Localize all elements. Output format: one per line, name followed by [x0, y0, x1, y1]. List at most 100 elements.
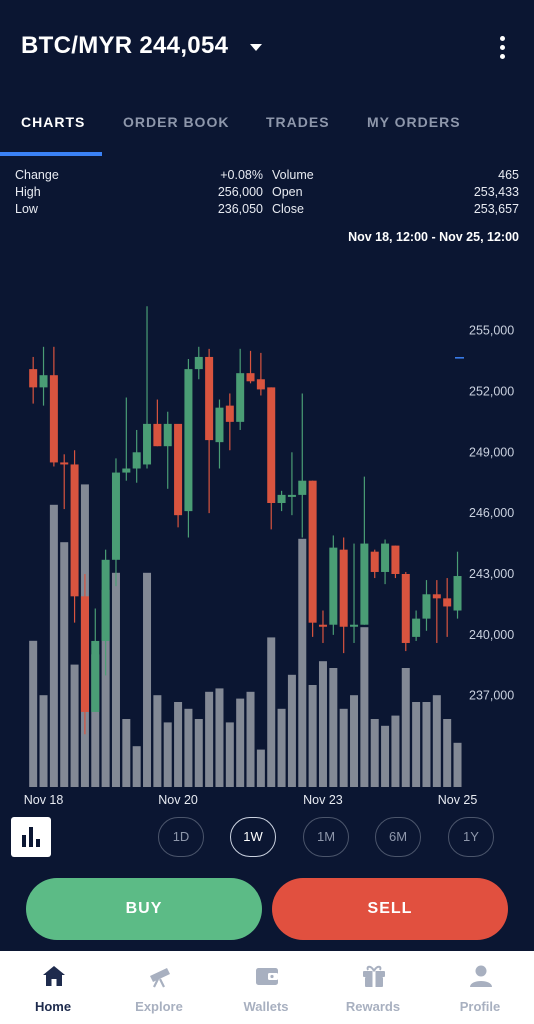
- tab-my-orders[interactable]: MY ORDERS: [367, 114, 461, 130]
- y-axis-tick-label: 243,000: [469, 567, 514, 581]
- y-axis-tick-label: 240,000: [469, 628, 514, 642]
- candle-body: [70, 464, 79, 597]
- nav-rewards[interactable]: Rewards: [320, 951, 426, 1024]
- active-tab-indicator: [0, 152, 102, 156]
- candle-body: [91, 640, 100, 712]
- nav-profile-label: Profile: [459, 999, 501, 1014]
- y-axis-tick-label: 249,000: [469, 445, 514, 459]
- volume-bar: [91, 654, 100, 787]
- volume-bar: [350, 695, 359, 787]
- tab-charts[interactable]: CHARTS: [21, 114, 86, 130]
- price-chart[interactable]: 255,000 252,000 249,000 246,000 243,000 240,0…: [0, 290, 534, 815]
- nav-explore-label: Explore: [135, 999, 183, 1014]
- candle-body: [143, 423, 152, 465]
- timeframe-1w[interactable]: 1W: [230, 817, 276, 857]
- volume-bar: [163, 722, 172, 787]
- chart-date-range: Nov 18, 12:00 - Nov 25, 12:00: [348, 230, 519, 244]
- y-axis-tick-label: 255,000: [469, 324, 514, 338]
- tab-order-book[interactable]: ORDER BOOK: [123, 114, 230, 130]
- candle-body: [412, 618, 421, 637]
- volume-bar: [432, 695, 441, 787]
- nav-wallets-label: Wallets: [243, 999, 289, 1014]
- candle-body: [153, 423, 162, 447]
- volume-bar: [381, 725, 390, 787]
- nav-rewards-label: Rewards: [345, 999, 401, 1014]
- high-label: High: [15, 185, 41, 199]
- profile-icon: [470, 965, 492, 987]
- candle-body: [39, 375, 48, 388]
- open-value: 253,433: [473, 185, 519, 199]
- y-axis-tick-label: 237,000: [469, 689, 514, 703]
- change-value: +0.08%: [220, 168, 263, 182]
- volume-bar: [256, 749, 265, 787]
- volume-bar: [225, 722, 234, 787]
- volume-bar: [443, 719, 452, 787]
- candle-body: [370, 551, 379, 572]
- candle-body: [101, 559, 110, 641]
- gift-icon: [363, 965, 385, 987]
- candle-body: [339, 549, 348, 627]
- volume-bar: [236, 698, 245, 787]
- volume-bar: [246, 691, 255, 787]
- volume-bar: [174, 702, 183, 787]
- x-axis-tick-label: Nov 20: [158, 793, 198, 807]
- timeframe-1y[interactable]: 1Y: [448, 817, 494, 857]
- volume-bar: [184, 708, 193, 787]
- volume-bar: [339, 708, 348, 787]
- volume-bar: [205, 691, 214, 787]
- candle-body: [256, 379, 265, 390]
- candle-body: [80, 596, 89, 712]
- volume-bar: [308, 685, 317, 787]
- bar-chart-icon[interactable]: [11, 817, 51, 857]
- telescope-icon: [150, 968, 170, 988]
- volume-bar: [391, 715, 400, 787]
- timeframe-6m[interactable]: 6M: [375, 817, 421, 857]
- volume-bar: [39, 695, 48, 787]
- nav-explore[interactable]: Explore: [106, 951, 212, 1024]
- volume-bar: [412, 702, 421, 787]
- x-axis-tick-label: Nov 23: [303, 793, 343, 807]
- change-label: Change: [15, 168, 59, 182]
- candle-body: [122, 468, 131, 473]
- nav-home[interactable]: Home: [0, 951, 106, 1024]
- pair-price-title[interactable]: BTC/MYR 244,054: [21, 32, 229, 59]
- low-label: Low: [15, 202, 38, 216]
- candle-body: [132, 452, 141, 469]
- candle-body: [287, 494, 296, 497]
- candle-body: [29, 369, 38, 388]
- candle-body: [432, 594, 441, 599]
- candle-body: [246, 373, 255, 382]
- candle-body: [163, 423, 172, 447]
- nav-profile[interactable]: Profile: [427, 951, 533, 1024]
- volume-bar: [215, 688, 224, 787]
- sell-button[interactable]: SELL: [272, 878, 508, 940]
- volume-bar: [360, 627, 369, 787]
- volume-bar: [318, 661, 327, 787]
- tab-trades[interactable]: TRADES: [266, 114, 330, 130]
- candle-body: [184, 369, 193, 512]
- app-header: BTC/MYR 244,054: [0, 0, 534, 96]
- more-vertical-icon[interactable]: [492, 36, 512, 60]
- volume-bar: [422, 702, 431, 787]
- volume-bar: [29, 640, 38, 787]
- volume-bar: [101, 589, 110, 787]
- nav-wallets[interactable]: Wallets: [213, 951, 319, 1024]
- candle-body: [443, 598, 452, 607]
- candle-body: [308, 480, 317, 623]
- buy-button[interactable]: BUY: [26, 878, 262, 940]
- candle-body: [277, 494, 286, 503]
- wallet-icon: [256, 968, 278, 985]
- volume-bar: [287, 674, 296, 787]
- candle-body: [111, 472, 120, 560]
- tab-bar: CHARTS ORDER BOOK TRADES MY ORDERS: [0, 104, 534, 156]
- caret-down-icon[interactable]: [250, 44, 262, 51]
- open-label: Open: [272, 185, 303, 199]
- candlestick-chart-svg[interactable]: 255,000 252,000 249,000 246,000 243,000 240,0…: [0, 290, 534, 815]
- timeframe-1m[interactable]: 1M: [303, 817, 349, 857]
- volume-bar: [267, 637, 276, 787]
- candle-body: [236, 373, 245, 422]
- candle-body: [225, 405, 234, 422]
- timeframe-1d[interactable]: 1D: [158, 817, 204, 857]
- volume-bar: [401, 668, 410, 787]
- bottom-nav: Home Explore Wallets Rewards Profile: [0, 951, 534, 1024]
